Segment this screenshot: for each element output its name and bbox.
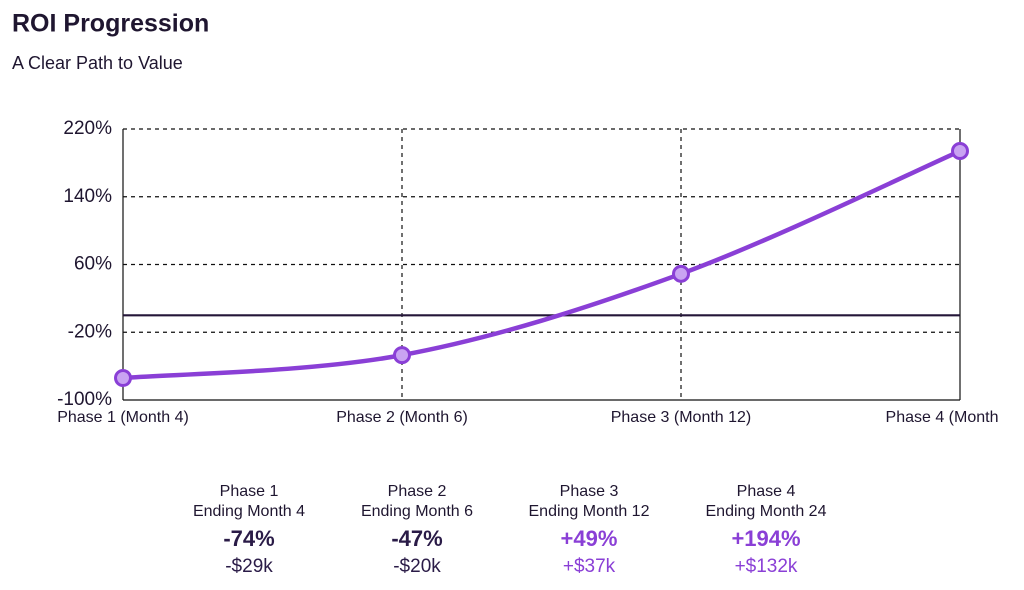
point [393, 346, 411, 365]
summary-ending: Ending Month 6 [361, 503, 473, 520]
summary-ending: Ending Month 4 [193, 503, 305, 520]
y-tick-label: -20% [68, 321, 112, 342]
summary-phase: Phase 1 [220, 483, 279, 500]
x-tick-label: Phase 1 (Month 4) [57, 409, 189, 426]
summary-roi: +194% [731, 526, 800, 551]
summary-ending: Ending Month 24 [706, 503, 827, 520]
point [672, 264, 690, 283]
summary-ending: Ending Month 12 [529, 503, 650, 520]
summary-gain: +$37k [563, 556, 616, 577]
point [951, 142, 969, 161]
x-tick-label: Phase 4 (Month [886, 409, 999, 426]
y-tick-label: 220% [63, 118, 112, 139]
chart-subtitle: A Clear Path to Value [12, 53, 183, 73]
summary-roi: -74% [223, 526, 274, 551]
x-tick-label: Phase 2 (Month 6) [336, 409, 468, 426]
summary-gain: -$20k [393, 556, 441, 577]
summary-phase: Phase 3 [560, 483, 619, 500]
summary-roi: -47% [391, 526, 442, 551]
summary-phase: Phase 4 [737, 483, 796, 500]
summary-gain: +$132k [735, 556, 798, 577]
y-tick-label: 60% [74, 254, 112, 275]
summary-roi: +49% [561, 526, 618, 551]
point [114, 368, 132, 387]
summary-gain: -$29k [225, 556, 273, 577]
summary-phase: Phase 2 [388, 483, 447, 500]
y-tick-label: -100% [57, 389, 112, 410]
y-tick-label: 140% [63, 186, 112, 207]
x-tick-label: Phase 3 (Month 12) [611, 409, 752, 426]
chart-title: ROI Progression [12, 10, 209, 38]
line [120, 148, 963, 381]
